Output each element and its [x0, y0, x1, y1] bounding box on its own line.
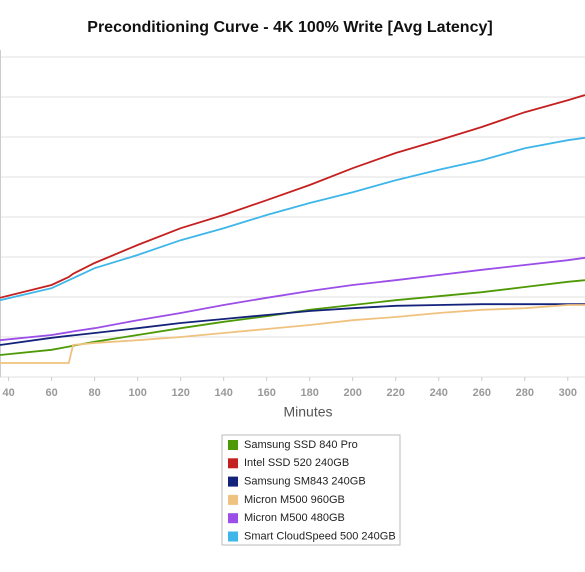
legend-swatch	[228, 513, 238, 524]
legend-label: Micron M500 480GB	[244, 512, 345, 524]
series-line	[0, 303, 585, 346]
legend-label: Smart CloudSpeed 500 240GB	[244, 530, 396, 542]
x-tick-label: 140	[214, 387, 232, 399]
series-line	[0, 256, 585, 342]
series-line	[0, 279, 585, 356]
labels: 0123456784060801001201401601802002202402…	[2, 387, 577, 543]
legend-swatch	[228, 440, 238, 450]
series-line	[0, 304, 585, 364]
plot-lines	[0, 94, 585, 364]
grid	[0, 50, 585, 381]
x-tick-label: 220	[387, 387, 405, 399]
series-line	[0, 94, 585, 299]
legend-swatch	[228, 458, 238, 469]
x-tick-label: 300	[559, 387, 577, 399]
x-tick-label: 60	[45, 387, 57, 399]
x-tick-label: 200	[344, 387, 362, 399]
x-tick-label: 100	[128, 387, 146, 399]
x-tick-label: 160	[258, 387, 276, 399]
x-tick-label: 240	[430, 387, 448, 399]
x-tick-label: 80	[89, 387, 101, 399]
legend-label: Samsung SM843 240GB	[244, 476, 366, 488]
legend-label: Samsung SSD 840 Pro	[244, 439, 358, 451]
x-tick-label: 40	[2, 387, 14, 399]
chart-title: Preconditioning Curve - 4K 100% Write [A…	[87, 19, 492, 36]
legend-box	[221, 434, 401, 546]
x-axis-label: Minutes	[283, 404, 332, 420]
x-tick-label: 280	[516, 387, 534, 399]
legend-label: Intel SSD 520 240GB	[244, 457, 349, 469]
series-line	[0, 136, 585, 302]
legend-label: Micron M500 960GB	[244, 494, 345, 506]
x-tick-label: 120	[171, 387, 189, 399]
legend-swatch	[228, 531, 238, 542]
legend-swatch	[228, 476, 238, 487]
legend-swatch	[228, 494, 238, 505]
x-tick-label: 260	[473, 387, 491, 399]
x-tick-label: 180	[301, 387, 319, 399]
